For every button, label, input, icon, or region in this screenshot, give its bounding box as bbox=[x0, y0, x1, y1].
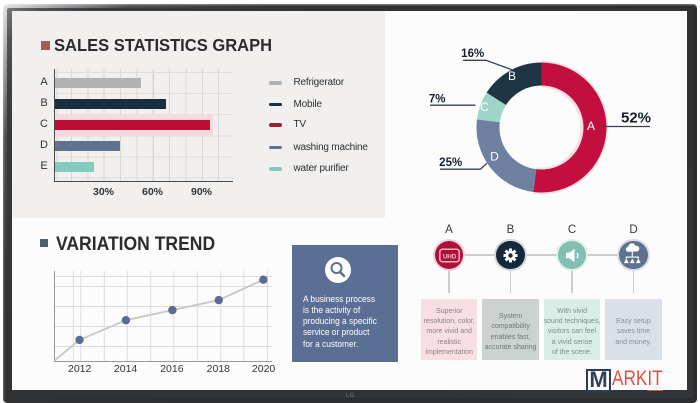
svg-text:7%: 7% bbox=[429, 94, 446, 106]
svg-text:B: B bbox=[508, 69, 516, 83]
svg-text:16%: 16% bbox=[461, 48, 484, 60]
svg-text:A: A bbox=[587, 119, 595, 133]
svg-text:52%: 52% bbox=[621, 110, 651, 127]
svg-text:UHD: UHD bbox=[443, 253, 457, 260]
svg-text:25%: 25% bbox=[439, 157, 462, 169]
svg-text:C: C bbox=[480, 100, 489, 114]
svg-text:D: D bbox=[490, 150, 499, 164]
